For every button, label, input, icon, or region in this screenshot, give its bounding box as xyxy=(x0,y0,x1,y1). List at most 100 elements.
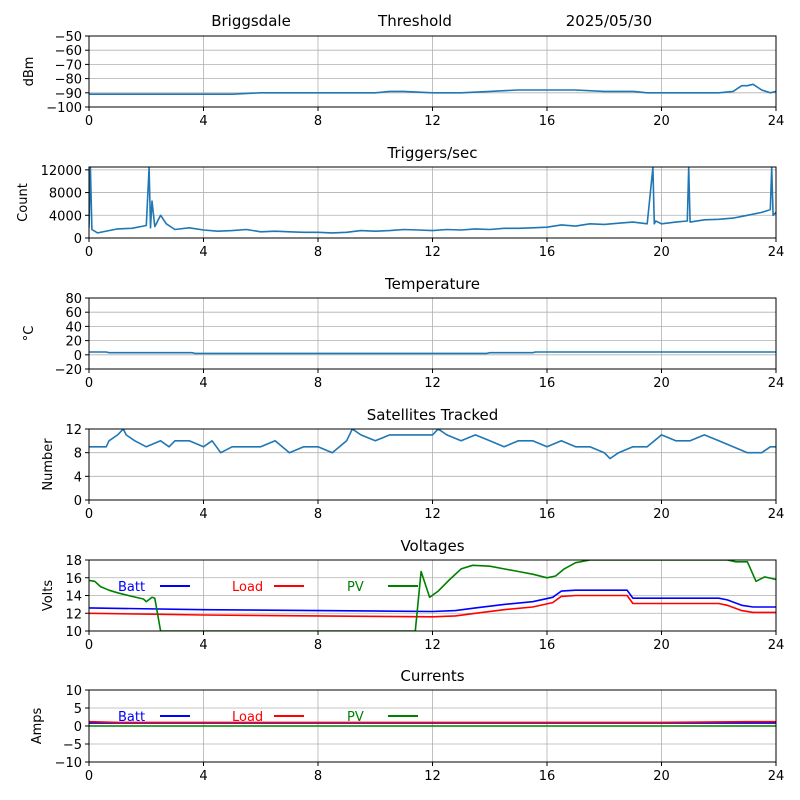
y-tick-label: 12 xyxy=(65,423,82,438)
y-axis-label: Count xyxy=(16,183,31,222)
y-tick-label: 40 xyxy=(65,320,82,335)
x-tick-label: 12 xyxy=(424,245,441,260)
x-tick-label: 16 xyxy=(539,638,556,653)
panel-title: Voltages xyxy=(400,537,464,555)
y-tick-label: 20 xyxy=(65,335,82,350)
y-tick-label: 8000 xyxy=(49,187,82,202)
x-tick-label: 8 xyxy=(314,376,322,391)
x-tick-label: 24 xyxy=(768,114,785,129)
x-tick-label: 8 xyxy=(314,769,322,784)
x-tick-label: 20 xyxy=(653,245,670,260)
y-tick-label: −60 xyxy=(55,44,82,59)
y-axis-label: Amps xyxy=(30,707,45,744)
x-tick-label: 16 xyxy=(539,507,556,522)
y-tick-label: 5 xyxy=(74,702,82,717)
panel-signal: 0 4 8 12 16 20 24 −100−90−80−70−60−50 dBm xyxy=(22,30,784,129)
y-tick-label: 16 xyxy=(65,572,82,587)
x-tick-label: 24 xyxy=(768,376,785,391)
series-line-pv xyxy=(89,560,776,631)
y-axis-label: °C xyxy=(22,326,37,342)
y-tick-label: −100 xyxy=(46,101,82,116)
legend-label-load: Load xyxy=(232,580,263,595)
legend-label-pv: PV xyxy=(347,580,364,595)
x-tick-label: 8 xyxy=(314,638,322,653)
mode-label: Threshold xyxy=(377,12,452,30)
y-tick-label: 0 xyxy=(74,720,82,735)
legend-label-batt: Batt xyxy=(118,580,145,595)
y-tick-label: −10 xyxy=(55,756,82,771)
y-tick-label: 18 xyxy=(65,554,82,569)
legend-label-load: Load xyxy=(232,710,263,725)
x-tick-label: 12 xyxy=(424,376,441,391)
x-tick-label: 8 xyxy=(314,507,322,522)
panel-triggers: 0 4 8 12 16 20 24 0 4000 8000 12000 Triggers/sec Cou… xyxy=(16,144,784,260)
x-tick-label: 0 xyxy=(85,638,93,653)
x-tick-label: 4 xyxy=(199,507,207,522)
panel-currents: 0 4 8 12 16 20 24 −10 −5 0 5 10 Currents Amps Batt Load… xyxy=(30,667,784,784)
series-line-satellites xyxy=(89,429,776,460)
x-tick-label: 4 xyxy=(199,245,207,260)
y-tick-label: 4000 xyxy=(49,209,82,224)
x-tick-label: 12 xyxy=(424,114,441,129)
x-tick-label: 24 xyxy=(768,769,785,784)
x-tick-label: 20 xyxy=(653,114,670,129)
y-tick-label: −90 xyxy=(55,87,82,102)
panel-title: Currents xyxy=(400,667,464,685)
x-tick-label: 4 xyxy=(199,114,207,129)
y-tick-label: 4 xyxy=(74,470,82,485)
x-tick-label: 24 xyxy=(768,507,785,522)
y-tick-label: −5 xyxy=(63,738,82,753)
y-tick-label: 0 xyxy=(74,494,82,509)
y-tick-label: −70 xyxy=(55,58,82,73)
series-line-triggers xyxy=(89,167,776,234)
x-tick-label: 0 xyxy=(85,376,93,391)
x-tick-label: 4 xyxy=(199,638,207,653)
y-axis-label: Number xyxy=(41,438,56,491)
y-tick-label: −80 xyxy=(55,73,82,88)
x-tick-label: 24 xyxy=(768,638,785,653)
y-tick-label: 60 xyxy=(65,306,82,321)
x-tick-label: 4 xyxy=(199,769,207,784)
x-tick-label: 16 xyxy=(539,376,556,391)
y-tick-label: 10 xyxy=(65,684,82,699)
series-line-temperature xyxy=(89,351,776,355)
x-tick-label: 24 xyxy=(768,245,785,260)
x-tick-label: 12 xyxy=(424,638,441,653)
x-tick-label: 16 xyxy=(539,769,556,784)
panel-voltages: 0 4 8 12 16 20 24 10 12 14 16 18 Voltages Volts Batt Lo… xyxy=(41,537,784,653)
y-tick-label: 80 xyxy=(65,292,82,307)
date-label: 2025/05/30 xyxy=(566,12,652,30)
y-tick-label: 0 xyxy=(74,232,82,247)
x-tick-label: 0 xyxy=(85,507,93,522)
x-tick-label: 0 xyxy=(85,245,93,260)
x-tick-label: 12 xyxy=(424,507,441,522)
x-tick-label: 8 xyxy=(314,114,322,129)
panel-title: Satellites Tracked xyxy=(367,406,498,424)
y-tick-label: −50 xyxy=(55,30,82,45)
y-tick-label: 0 xyxy=(74,349,82,364)
series-line-signal xyxy=(89,83,776,95)
legend-label-batt: Batt xyxy=(118,710,145,725)
x-tick-label: 12 xyxy=(424,769,441,784)
station-name: Briggsdale xyxy=(211,12,291,30)
y-tick-label: 14 xyxy=(65,590,82,605)
legend-label-pv: PV xyxy=(347,710,364,725)
y-tick-label: 10 xyxy=(65,625,82,640)
x-tick-label: 0 xyxy=(85,114,93,129)
y-tick-label: 12000 xyxy=(41,164,82,179)
x-tick-label: 8 xyxy=(314,245,322,260)
panel-title: Triggers/sec xyxy=(387,144,478,162)
y-tick-label: 8 xyxy=(74,447,82,462)
series-line-load xyxy=(89,720,776,724)
y-axis-label: Volts xyxy=(41,580,56,612)
x-tick-label: 16 xyxy=(539,245,556,260)
x-tick-label: 20 xyxy=(653,376,670,391)
series-line-batt xyxy=(89,589,776,613)
x-tick-label: 0 xyxy=(85,769,93,784)
y-axis-label: dBm xyxy=(22,57,37,87)
panel-satellites: 0 4 8 12 16 20 24 0 4 8 12 Satellites Tracked Number xyxy=(41,406,784,522)
y-tick-label: 12 xyxy=(65,607,82,622)
x-tick-label: 4 xyxy=(199,376,207,391)
